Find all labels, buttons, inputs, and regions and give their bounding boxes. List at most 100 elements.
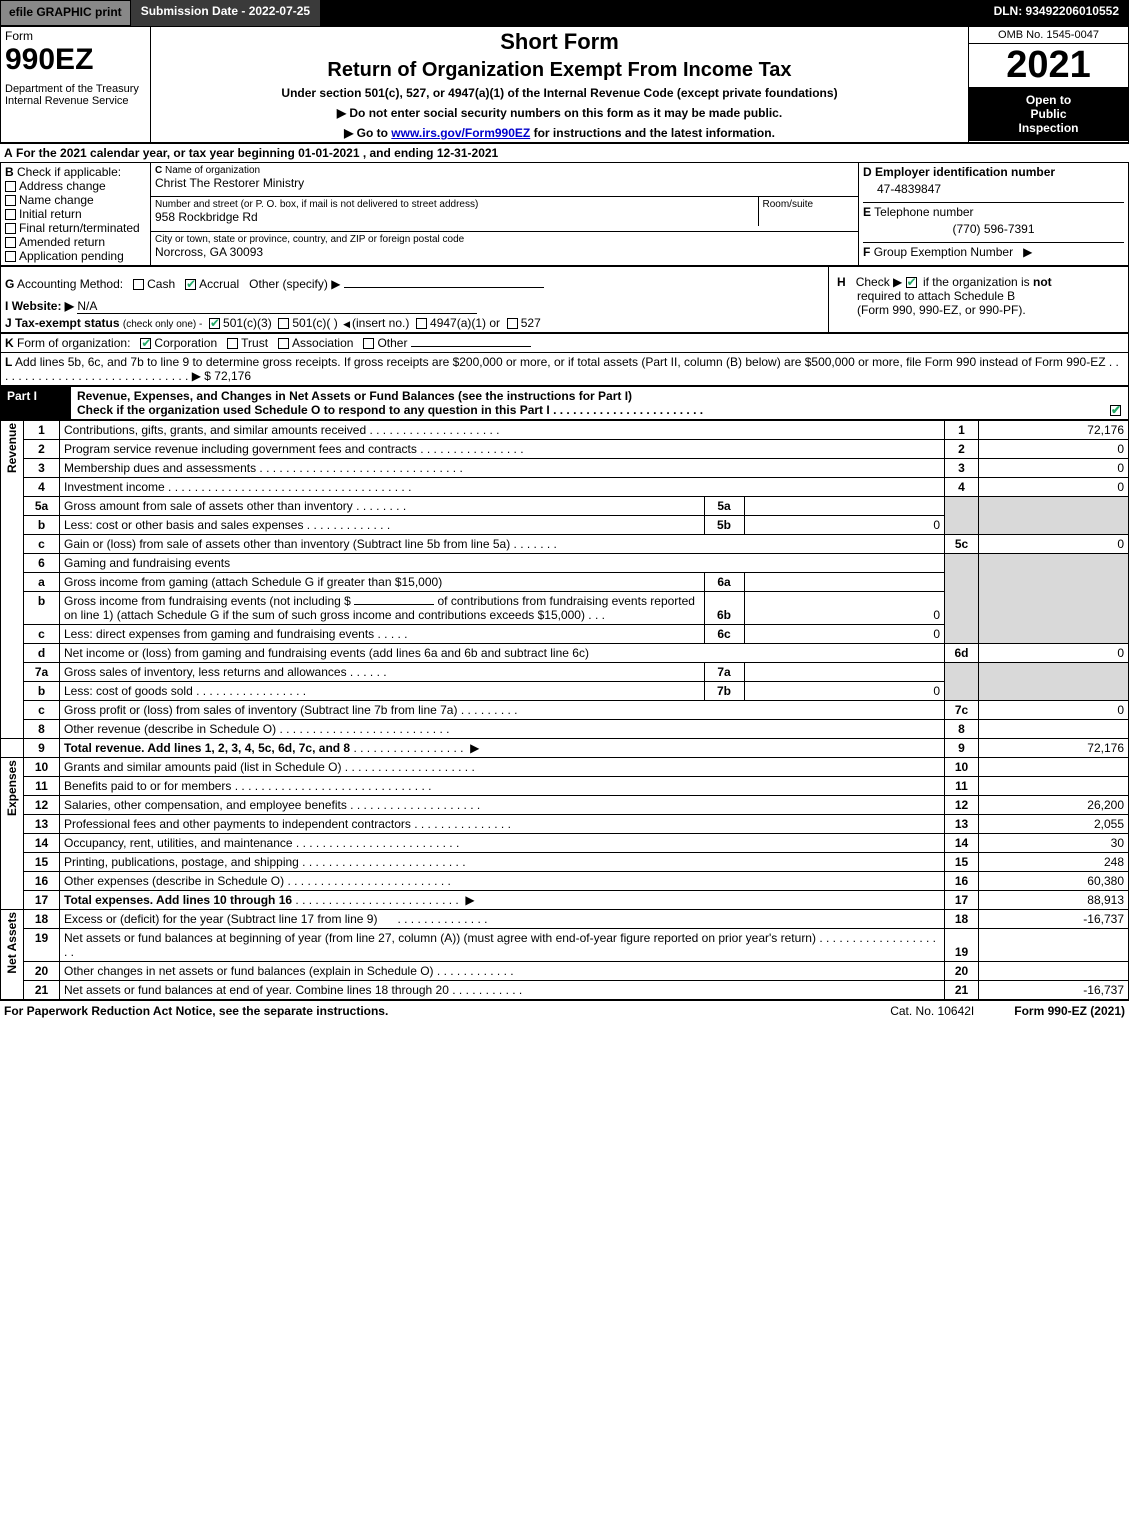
line-6: 6 Gaming and fundraising events [1, 554, 1129, 573]
irs-link[interactable]: www.irs.gov/Form990EZ [391, 126, 530, 140]
checkbox-assoc[interactable] [278, 338, 289, 349]
efile-print-button[interactable]: efile GRAPHIC print [0, 0, 131, 26]
line-1-amount: 72,176 [979, 421, 1129, 440]
section-e: E Telephone number [863, 202, 1124, 219]
c-name-label-text: Name of organization [165, 165, 260, 176]
h-line2: required to attach Schedule B [837, 289, 1015, 303]
line-6b-subamt: 0 [744, 592, 944, 624]
line-6b-subnum: 6b [704, 592, 744, 624]
part1-header-table: Part I Revenue, Expenses, and Changes in… [0, 386, 1129, 420]
section-k: K Form of organization: Corporation Trus… [1, 334, 1129, 353]
line-20-numcol: 20 [945, 962, 979, 981]
checkbox-initial-return[interactable]: Initial return [5, 207, 146, 221]
top-bar: efile GRAPHIC print Submission Date - 20… [0, 0, 1129, 26]
line-5c: c Gain or (loss) from sale of assets oth… [1, 535, 1129, 554]
line-17-amount: 88,913 [979, 891, 1129, 910]
line-10: Expenses 10 Grants and similar amounts p… [1, 758, 1129, 777]
line-2-text: Program service revenue including govern… [64, 442, 417, 456]
line-10-numcol: 10 [945, 758, 979, 777]
line-7c-text: Gross profit or (loss) from sales of inv… [64, 703, 457, 717]
l-label: L [5, 355, 12, 369]
line-2-no: 2 [24, 440, 60, 459]
footer-center: Cat. No. 10642I [850, 1004, 1014, 1018]
checkbox-trust[interactable] [227, 338, 238, 349]
line-16-amount: 60,380 [979, 872, 1129, 891]
line-20-no: 20 [24, 962, 60, 981]
line-5b-text: Less: cost or other basis and sales expe… [64, 518, 303, 532]
header-info-table: B Check if applicable: Address change Na… [0, 162, 1129, 266]
line-6a-subnum: 6a [704, 573, 744, 591]
ghij-table: G Accounting Method: Cash Accrual Other … [0, 266, 1129, 333]
line-a-label: A [4, 146, 13, 160]
line-18-amount: -16,737 [979, 910, 1129, 929]
checkbox-address-change[interactable]: Address change [5, 179, 146, 193]
opt-name-change-label: Name change [19, 193, 94, 207]
footer-right: Form 990-EZ (2021) [1014, 1004, 1125, 1018]
checkbox-527[interactable] [507, 318, 518, 329]
g-other-field[interactable] [344, 287, 544, 288]
line-6b-field[interactable] [354, 604, 434, 605]
line-4: 4 Investment income . . . . . . . . . . … [1, 478, 1129, 497]
line-11-numcol: 11 [945, 777, 979, 796]
section-d: D Employer identification number [863, 165, 1124, 179]
g-label: G [5, 277, 14, 291]
checkbox-cash[interactable] [133, 279, 144, 290]
e-label: E [863, 205, 871, 219]
line-14-no: 14 [24, 834, 60, 853]
checkbox-amended-return[interactable]: Amended return [5, 235, 146, 249]
line-3-text: Membership dues and assessments [64, 461, 256, 475]
k-title: Form of organization: [17, 336, 130, 350]
g-cash-label: Cash [147, 277, 175, 291]
line-2: 2 Program service revenue including gove… [1, 440, 1129, 459]
line-21: 21 Net assets or fund balances at end of… [1, 981, 1129, 1000]
line-5a-no: 5a [24, 497, 60, 516]
line-20: 20 Other changes in net assets or fund b… [1, 962, 1129, 981]
line-6d-text: Net income or (loss) from gaming and fun… [64, 646, 589, 660]
f-arrow: ▶ [1023, 245, 1032, 259]
part1-number: Part I [1, 387, 71, 419]
submission-date: Submission Date - 2022-07-25 [131, 0, 322, 26]
k-label: K [5, 336, 14, 350]
checkbox-501c3[interactable] [209, 318, 220, 329]
checkbox-application-pending[interactable]: Application pending [5, 249, 146, 263]
line-17-numcol: 17 [945, 891, 979, 910]
line-6-no: 6 [24, 554, 60, 573]
open-line1: Open to [975, 93, 1122, 107]
street-value: 958 Rockbridge Rd [155, 210, 754, 224]
checkbox-h[interactable] [906, 277, 917, 288]
line-7c-no: c [24, 701, 60, 720]
line-6c-text: Less: direct expenses from gaming and fu… [64, 627, 374, 641]
checkbox-corp[interactable] [140, 338, 151, 349]
line-2-numcol: 2 [945, 440, 979, 459]
checkbox-accrual[interactable] [185, 279, 196, 290]
d-label: D [863, 165, 872, 179]
line-13-no: 13 [24, 815, 60, 834]
line-16-text: Other expenses (describe in Schedule O) [64, 874, 284, 888]
checkbox-4947[interactable] [416, 318, 427, 329]
line-18-no: 18 [24, 910, 60, 929]
h-not: not [1033, 275, 1052, 289]
g-other-label: Other (specify) ▶ [249, 277, 340, 291]
k-other-field[interactable] [411, 346, 531, 347]
checkbox-name-change[interactable]: Name change [5, 193, 146, 207]
netassets-side-label: Net Assets [5, 912, 19, 974]
line-3-no: 3 [24, 459, 60, 478]
line-12-no: 12 [24, 796, 60, 815]
checkbox-part1-schedule-o[interactable] [1110, 405, 1121, 416]
line-16-numcol: 16 [945, 872, 979, 891]
line-13: 13 Professional fees and other payments … [1, 815, 1129, 834]
line-11-no: 11 [24, 777, 60, 796]
expenses-side-label: Expenses [5, 760, 19, 816]
checkbox-other[interactable] [363, 338, 374, 349]
city-value: Norcross, GA 30093 [155, 245, 854, 259]
checkbox-final-return[interactable]: Final return/terminated [5, 221, 146, 235]
line-12-numcol: 12 [945, 796, 979, 815]
city-label: City or town, state or province, country… [155, 234, 854, 245]
instr2-suffix: for instructions and the latest informat… [530, 126, 775, 140]
line-6c-subamt: 0 [744, 625, 944, 643]
line-4-text: Investment income [64, 480, 165, 494]
opt-initial-return-label: Initial return [19, 207, 82, 221]
line-15-amount: 248 [979, 853, 1129, 872]
checkbox-501c[interactable] [278, 318, 289, 329]
line-10-text: Grants and similar amounts paid (list in… [64, 760, 341, 774]
